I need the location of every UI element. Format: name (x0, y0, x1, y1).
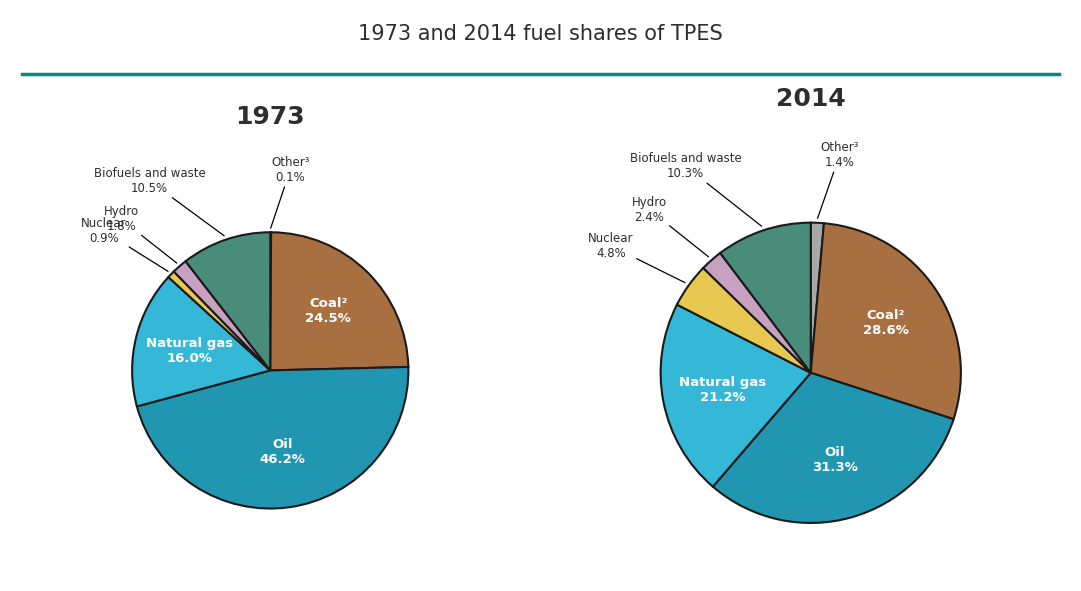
Wedge shape (186, 232, 270, 371)
Text: Nuclear
0.9%: Nuclear 0.9% (81, 217, 168, 271)
Wedge shape (137, 367, 409, 508)
Wedge shape (811, 223, 961, 419)
Wedge shape (132, 277, 270, 407)
Wedge shape (660, 304, 811, 486)
Title: 1973: 1973 (236, 105, 305, 129)
Text: Other³
0.1%: Other³ 0.1% (270, 156, 309, 228)
Text: Oil
31.3%: Oil 31.3% (812, 446, 858, 473)
Wedge shape (704, 253, 811, 373)
Title: 2014: 2014 (776, 87, 845, 112)
Wedge shape (811, 223, 824, 373)
Text: Biofuels and waste
10.3%: Biofuels and waste 10.3% (630, 152, 762, 226)
Text: Natural gas
16.0%: Natural gas 16.0% (146, 337, 233, 365)
Wedge shape (720, 223, 811, 373)
Text: 1973 and 2014 fuel shares of TPES: 1973 and 2014 fuel shares of TPES (358, 24, 723, 44)
Text: Oil
46.2%: Oil 46.2% (259, 439, 305, 466)
Wedge shape (174, 261, 270, 371)
Wedge shape (270, 232, 409, 371)
Text: Natural gas
21.2%: Natural gas 21.2% (679, 376, 766, 404)
Wedge shape (712, 373, 953, 523)
Text: Biofuels and waste
10.5%: Biofuels and waste 10.5% (94, 167, 224, 236)
Wedge shape (677, 268, 811, 373)
Text: Hydro
1.8%: Hydro 1.8% (104, 205, 177, 263)
Wedge shape (169, 271, 270, 371)
Text: Nuclear
4.8%: Nuclear 4.8% (588, 232, 685, 282)
Text: Coal²
24.5%: Coal² 24.5% (306, 297, 351, 325)
Text: Other³
1.4%: Other³ 1.4% (817, 141, 858, 218)
Text: Hydro
2.4%: Hydro 2.4% (631, 196, 708, 257)
Text: Coal²
28.6%: Coal² 28.6% (863, 309, 909, 337)
